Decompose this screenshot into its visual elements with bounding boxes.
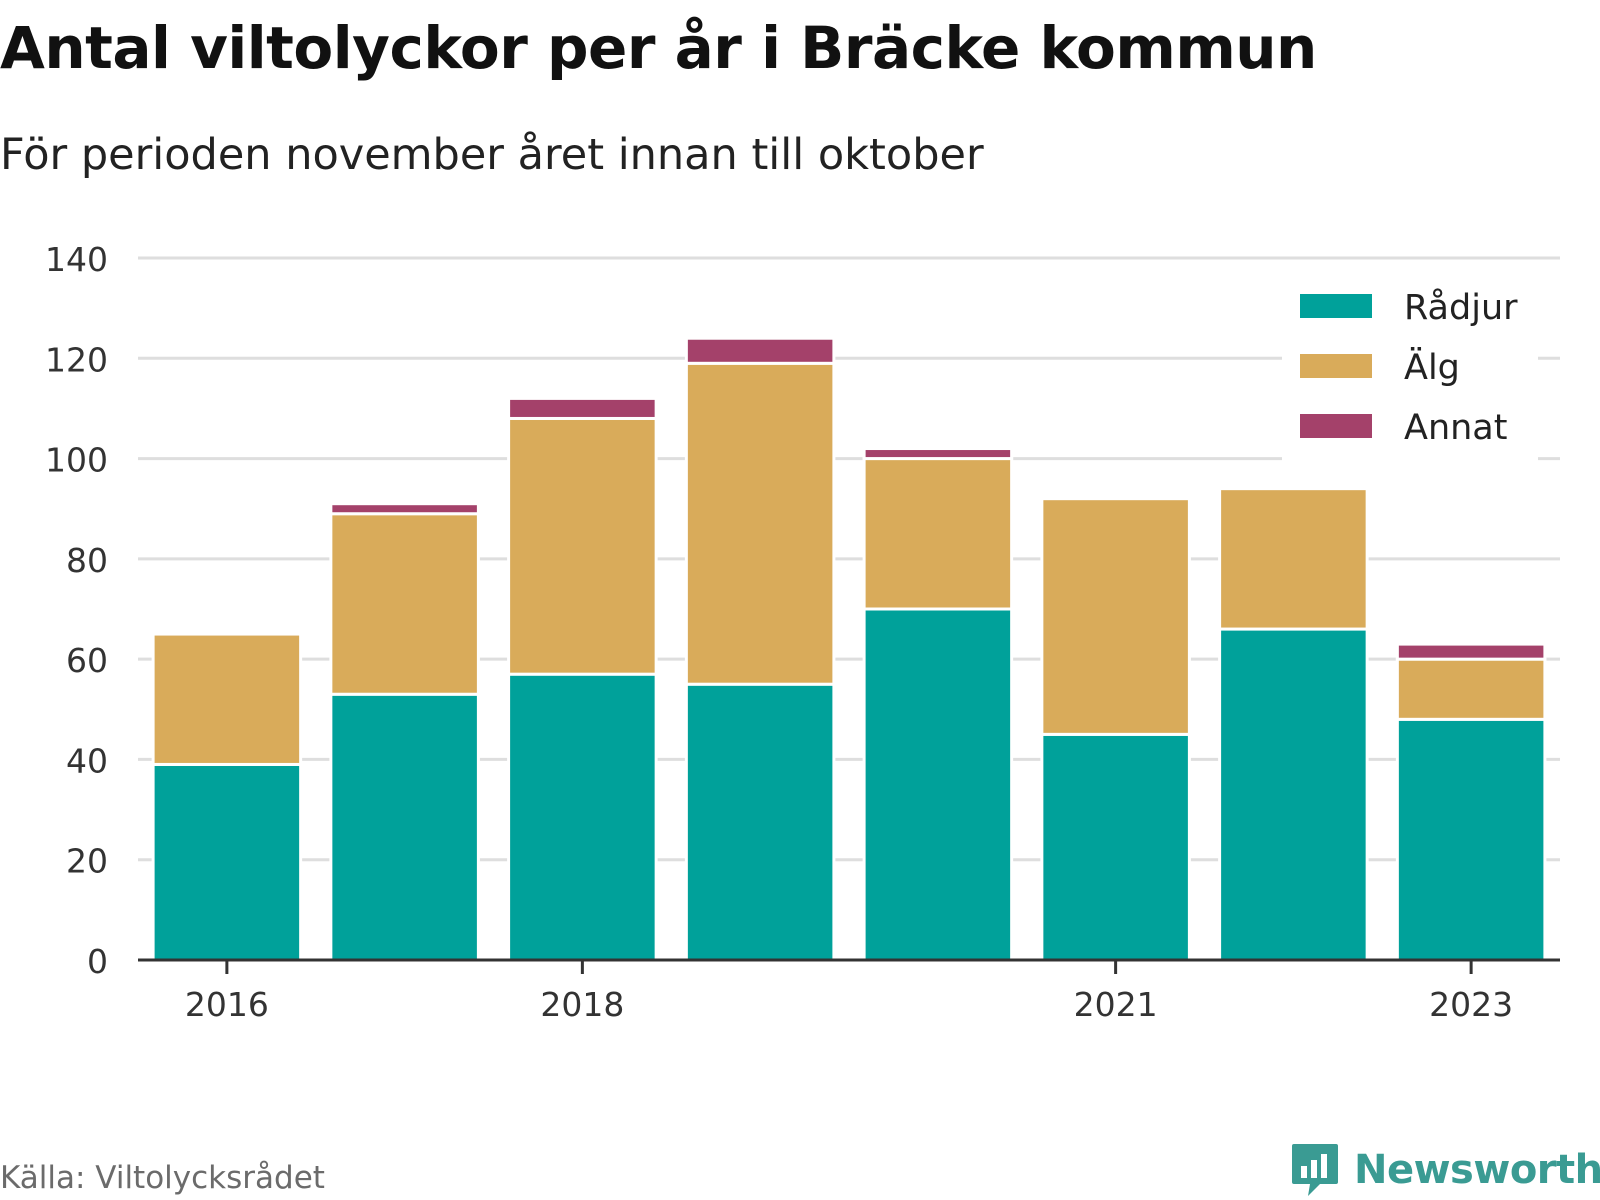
legend-swatch <box>1300 354 1372 378</box>
y-tick-label: 40 <box>66 741 108 780</box>
bar-segment <box>151 762 303 962</box>
chart-title: Antal viltolyckor per år i Bräcke kommun <box>0 14 1317 82</box>
bar-segment <box>862 457 1014 611</box>
bar-segment <box>507 672 658 962</box>
x-tick-label: 2018 <box>540 985 624 1024</box>
stacked-bar-chart: 0 20 40 60 80 100 120 140 2016 2018 2021 2023 Rådjur… <box>45 240 1560 1024</box>
legend-label: Annat <box>1404 408 1507 448</box>
legend-swatch <box>1300 294 1372 318</box>
bar-chart-logo-icon <box>1292 1144 1338 1196</box>
newsworthy-logo: Newsworthy <box>1290 1140 1600 1200</box>
x-tick-label: 2023 <box>1429 985 1513 1024</box>
bar-segment <box>1395 717 1547 962</box>
y-tick-label: 80 <box>66 541 108 580</box>
source-note: Källa: Viltolycksrådet <box>0 1160 325 1196</box>
bar-segment <box>329 512 480 696</box>
y-tick-label: 20 <box>66 842 108 881</box>
y-tick-label: 60 <box>66 641 108 680</box>
bar-segment <box>1395 642 1547 661</box>
y-tick-label: 0 <box>87 942 108 981</box>
bar-segment <box>507 396 658 420</box>
bar-segment <box>329 502 480 516</box>
bar-segment <box>684 361 836 686</box>
bar-segment <box>862 607 1014 962</box>
bar-segment <box>862 447 1014 461</box>
bar-segment <box>151 632 303 766</box>
bar-segment <box>684 336 836 365</box>
bar-segment <box>1218 627 1369 962</box>
y-tick-label: 140 <box>45 240 108 279</box>
x-tick-label: 2016 <box>185 985 269 1024</box>
y-tick-label: 120 <box>45 340 108 379</box>
bar-segment <box>1395 657 1547 721</box>
legend-label: Älg <box>1404 346 1460 388</box>
bar-segment <box>329 692 480 962</box>
chart-subtitle: För perioden november året innan till ok… <box>0 130 984 180</box>
bar-segment <box>1040 732 1191 962</box>
legend-label: Rådjur <box>1404 287 1518 328</box>
y-tick-label: 100 <box>45 441 108 480</box>
brand-name: Newsworthy <box>1354 1147 1600 1193</box>
bar-segment <box>1040 497 1191 736</box>
bar-segment <box>507 416 658 676</box>
bar-segment <box>684 682 836 962</box>
x-tick-label: 2021 <box>1074 985 1158 1024</box>
bar-segment <box>1218 487 1369 631</box>
legend-swatch <box>1300 414 1372 438</box>
